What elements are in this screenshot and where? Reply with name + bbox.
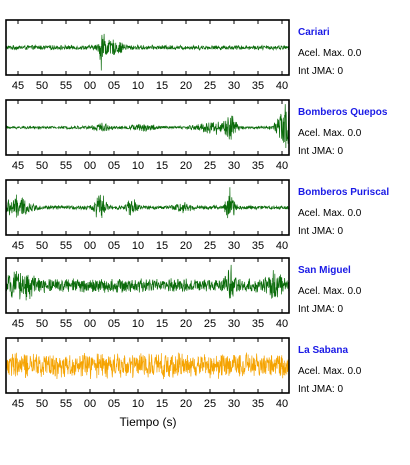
int-jma-label: Int JMA: 0 [298, 226, 343, 237]
x-tick-label: 40 [276, 80, 288, 92]
panel-frame [5, 19, 290, 76]
x-tick-label: 00 [84, 318, 96, 330]
acel-max-label: Acel. Max. 0.0 [298, 366, 362, 377]
x-tick-label: 30 [228, 318, 240, 330]
x-tick-label: 35 [252, 318, 264, 330]
x-tick-label: 20 [180, 398, 192, 410]
acel-max-label: Acel. Max. 0.0 [298, 208, 362, 219]
waveform-trace [5, 187, 290, 219]
x-tick-label: 55 [60, 80, 72, 92]
x-tick-label: 20 [180, 240, 192, 252]
x-tick-label: 10 [132, 398, 144, 410]
x-tick-label: 25 [204, 398, 216, 410]
x-tick-label: 55 [60, 160, 72, 172]
x-tick-label: 05 [108, 80, 120, 92]
waveform-trace [5, 104, 290, 148]
x-tick-label: 25 [204, 160, 216, 172]
x-tick-label: 40 [276, 160, 288, 172]
panel-4: 45 50 55 00 05 10 15 20 25 30 35 40 San Miguel Acel. … [5, 257, 362, 330]
x-tick-label: 25 [204, 240, 216, 252]
x-tick-label: 50 [36, 240, 48, 252]
acel-max-label: Acel. Max. 0.0 [298, 48, 362, 59]
station-name: San Miguel [298, 265, 351, 276]
x-tick-label: 30 [228, 80, 240, 92]
x-tick-label: 25 [204, 80, 216, 92]
x-tick-label: 10 [132, 240, 144, 252]
x-tick-label: 50 [36, 80, 48, 92]
int-jma-label: Int JMA: 0 [298, 146, 343, 157]
x-tick-label: 35 [252, 240, 264, 252]
x-tick-label: 30 [228, 160, 240, 172]
int-jma-label: Int JMA: 0 [298, 66, 343, 77]
acel-max-label: Acel. Max. 0.0 [298, 128, 362, 139]
waveform-trace [5, 352, 290, 380]
x-tick-label: 40 [276, 240, 288, 252]
panel-1: 45 50 55 00 05 10 15 20 25 30 35 40 Cariari Acel. Max… [5, 19, 362, 92]
station-name: Cariari [298, 27, 330, 38]
panel-2: 45 50 55 00 05 10 15 20 25 30 35 40 Bomberos Quepos A… [5, 99, 388, 172]
acel-max-label: Acel. Max. 0.0 [298, 286, 362, 297]
x-tick-label: 15 [156, 398, 168, 410]
panel-frame [5, 257, 290, 314]
x-tick-label: 00 [84, 160, 96, 172]
x-tick-label: 15 [156, 80, 168, 92]
x-tick-label: 50 [36, 318, 48, 330]
x-tick-label: 45 [12, 318, 24, 330]
x-tick-label: 45 [12, 240, 24, 252]
x-tick-label: 15 [156, 160, 168, 172]
x-tick-label: 45 [12, 160, 24, 172]
x-tick-label: 50 [36, 398, 48, 410]
x-axis-label: Tiempo (s) [120, 415, 177, 429]
x-tick-label: 40 [276, 318, 288, 330]
station-name: La Sabana [298, 345, 348, 356]
waveform-trace [5, 264, 290, 301]
x-tick-label: 55 [60, 318, 72, 330]
x-tick-label: 55 [60, 398, 72, 410]
x-tick-label: 35 [252, 398, 264, 410]
panel-frame [5, 337, 290, 394]
panel-frame [5, 99, 290, 156]
x-tick-label: 50 [36, 160, 48, 172]
x-tick-label: 00 [84, 240, 96, 252]
x-tick-label: 30 [228, 398, 240, 410]
waveform-trace [5, 33, 290, 71]
x-tick-label: 05 [108, 398, 120, 410]
x-tick-label: 20 [180, 160, 192, 172]
int-jma-label: Int JMA: 0 [298, 384, 343, 395]
x-tick-label: 05 [108, 240, 120, 252]
x-tick-label: 45 [12, 80, 24, 92]
x-tick-label: 10 [132, 160, 144, 172]
x-tick-label: 20 [180, 318, 192, 330]
x-tick-label: 10 [132, 318, 144, 330]
x-tick-label: 10 [132, 80, 144, 92]
x-tick-label: 25 [204, 318, 216, 330]
x-tick-label: 05 [108, 160, 120, 172]
x-tick-label: 40 [276, 398, 288, 410]
panel-frame [5, 179, 290, 236]
x-tick-label: 20 [180, 80, 192, 92]
x-tick-label: 35 [252, 160, 264, 172]
x-tick-label: 30 [228, 240, 240, 252]
station-name: Bomberos Puriscal [298, 187, 389, 198]
x-tick-label: 05 [108, 318, 120, 330]
x-tick-label: 35 [252, 80, 264, 92]
x-tick-label: 00 [84, 80, 96, 92]
x-tick-label: 15 [156, 240, 168, 252]
panel-3: 45 50 55 00 05 10 15 20 25 30 35 40 Bomberos Purisca… [5, 179, 389, 252]
panel-5: 45 50 55 00 05 10 15 20 25 30 35 40 La Sabana Acel. M… [5, 337, 362, 410]
x-tick-label: 00 [84, 398, 96, 410]
x-tick-label: 45 [12, 398, 24, 410]
x-tick-label: 15 [156, 318, 168, 330]
panels-group: 45 50 55 00 05 10 15 20 25 30 35 40 Cariari Acel. Max… [5, 19, 389, 410]
x-tick-label: 55 [60, 240, 72, 252]
int-jma-label: Int JMA: 0 [298, 304, 343, 315]
station-name: Bomberos Quepos [298, 107, 388, 118]
